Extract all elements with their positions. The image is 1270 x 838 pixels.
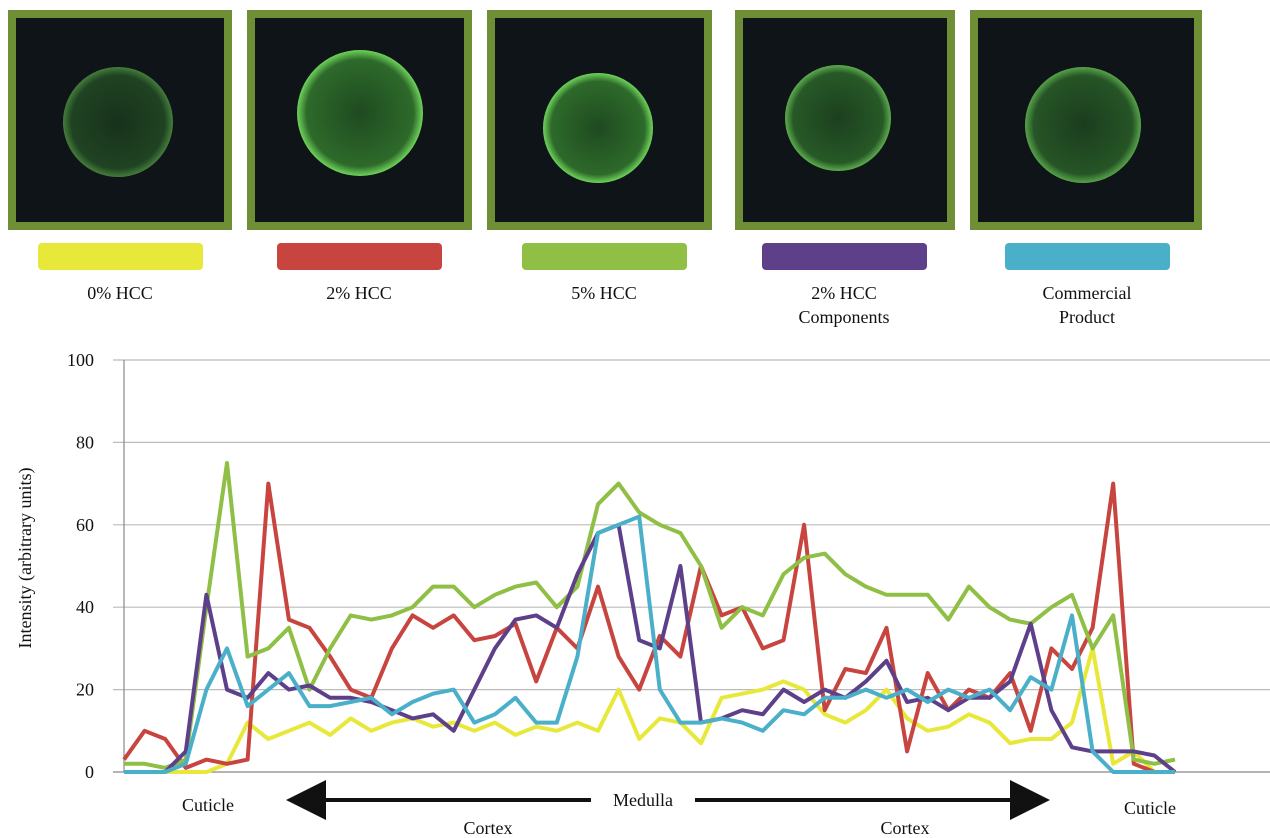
y-tick-label: 20 bbox=[76, 680, 94, 700]
legend-swatch bbox=[762, 243, 927, 270]
y-tick-label: 80 bbox=[76, 432, 94, 452]
annotation: Cuticle bbox=[182, 795, 234, 815]
cell bbox=[1025, 67, 1141, 183]
annotation: Medulla bbox=[613, 790, 673, 810]
legend-label: 2% HCC bbox=[269, 281, 449, 305]
page: 0 20 40 60 80 100 Intensity (arbitrary units) C… bbox=[0, 0, 1270, 838]
y-tick-label: 60 bbox=[76, 515, 94, 535]
legend-swatch bbox=[277, 243, 442, 270]
legend-label: 2% HCC Components bbox=[784, 281, 904, 329]
legend-swatch bbox=[522, 243, 687, 270]
y-tick-label: 100 bbox=[67, 350, 94, 370]
annotation: Cuticle bbox=[1124, 798, 1176, 818]
legend-label: Commercial Product bbox=[1027, 281, 1147, 329]
legend-swatch bbox=[1005, 243, 1170, 270]
cell bbox=[297, 50, 423, 176]
annotation: Cortex bbox=[464, 818, 513, 838]
micrographs bbox=[12, 14, 1198, 226]
legend-swatch bbox=[38, 243, 203, 270]
y-tick-label: 0 bbox=[85, 762, 94, 782]
legend-label: 0% HCC bbox=[30, 281, 210, 305]
chart: 0 20 40 60 80 100 Intensity (arbitrary units) C… bbox=[0, 0, 1270, 838]
cell bbox=[63, 67, 173, 177]
y-tick-label: 40 bbox=[76, 597, 94, 617]
y-axis-label: Intensity (arbitrary units) bbox=[15, 468, 36, 649]
annotation: Cortex bbox=[881, 818, 930, 838]
legend-label: 5% HCC bbox=[514, 281, 694, 305]
cell bbox=[543, 73, 653, 183]
cell bbox=[785, 65, 891, 171]
